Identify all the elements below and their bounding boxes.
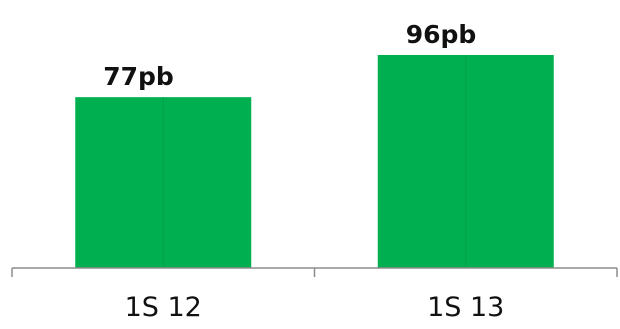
data-label-1: 77pb [103,62,174,91]
x-axis [11,267,618,277]
x-tick-label-1: 1S 12 [125,292,202,323]
bars-group [75,55,554,268]
data-label-2: 96pb [406,20,477,49]
labels-group: 77pb 1S 12 96pb 1S 13 [103,20,504,323]
x-tick-label-2: 1S 13 [427,292,504,323]
